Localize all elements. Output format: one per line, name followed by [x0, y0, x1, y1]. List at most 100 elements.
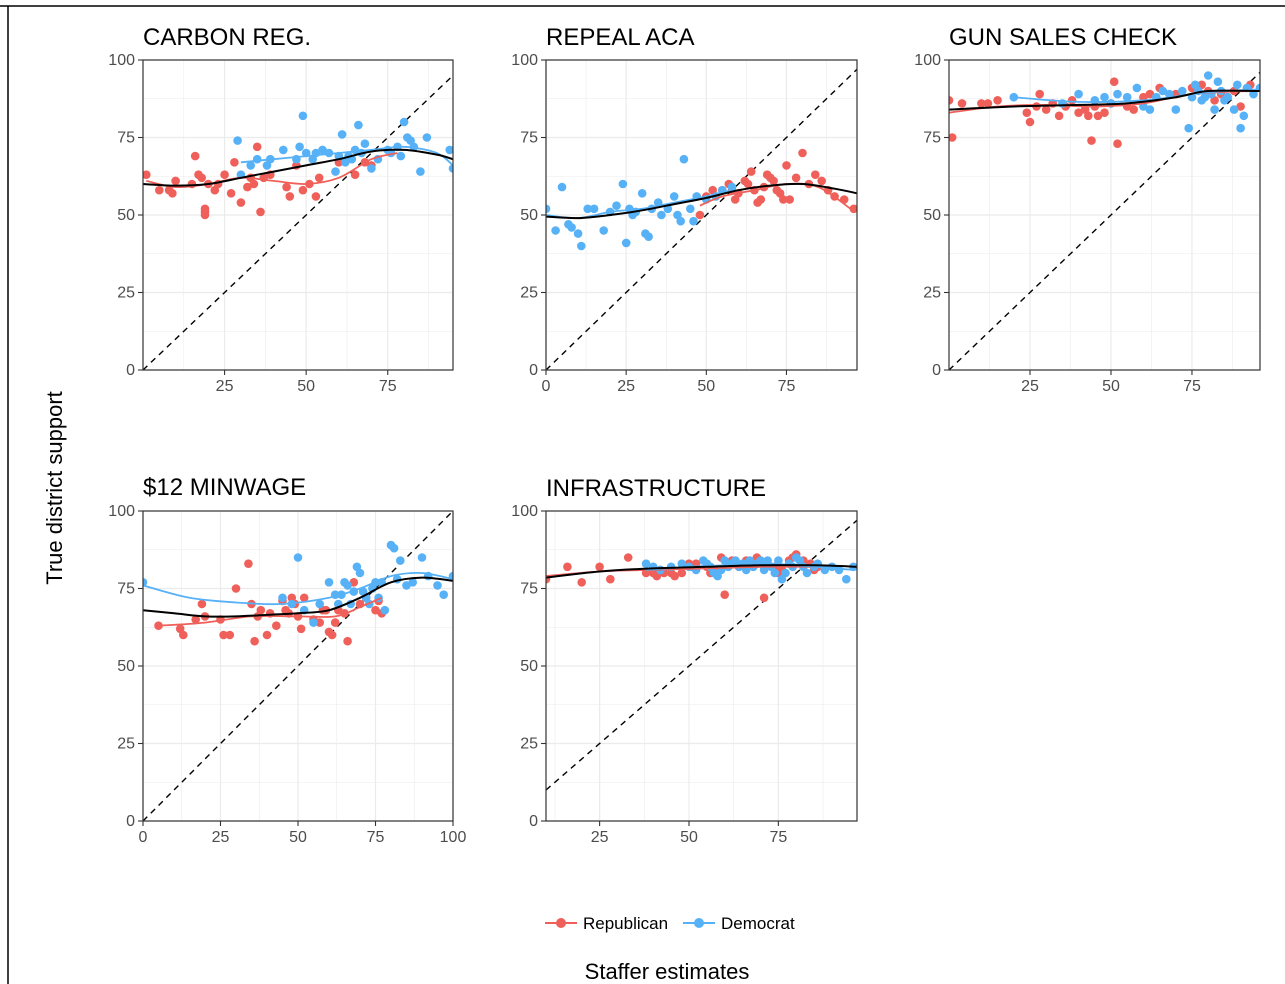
point-republican[interactable]: [1035, 89, 1044, 99]
point-republican[interactable]: [249, 179, 259, 189]
point-republican[interactable]: [236, 198, 246, 207]
point-republican[interactable]: [769, 176, 778, 186]
point-republican[interactable]: [1236, 102, 1245, 111]
point-republican[interactable]: [798, 148, 807, 158]
point-democrat[interactable]: [686, 204, 695, 214]
point-democrat[interactable]: [1132, 83, 1142, 93]
point-democrat[interactable]: [657, 210, 666, 220]
point-republican[interactable]: [285, 192, 295, 201]
point-democrat[interactable]: [295, 142, 304, 152]
point-republican[interactable]: [1067, 96, 1077, 105]
point-democrat[interactable]: [318, 145, 327, 155]
point-republican[interactable]: [200, 210, 210, 220]
point-republican[interactable]: [256, 207, 265, 217]
point-republican[interactable]: [350, 170, 360, 179]
point-democrat[interactable]: [637, 189, 647, 198]
point-republican[interactable]: [252, 142, 262, 152]
point-democrat[interactable]: [1178, 86, 1187, 96]
point-democrat[interactable]: [331, 167, 340, 176]
point-republican[interactable]: [695, 210, 705, 220]
point-democrat[interactable]: [1158, 86, 1168, 96]
point-democrat[interactable]: [1236, 123, 1245, 133]
point-democrat[interactable]: [1213, 77, 1223, 86]
point-democrat[interactable]: [774, 556, 783, 565]
point-democrat[interactable]: [1223, 92, 1232, 102]
point-republican[interactable]: [327, 630, 337, 640]
point-republican[interactable]: [782, 161, 791, 170]
point-republican[interactable]: [1145, 89, 1155, 99]
point-republican[interactable]: [296, 624, 306, 634]
point-democrat[interactable]: [599, 226, 608, 235]
point-republican[interactable]: [652, 571, 662, 581]
point-republican[interactable]: [677, 568, 687, 578]
point-democrat[interactable]: [802, 568, 812, 578]
point-republican[interactable]: [191, 615, 200, 624]
point-democrat[interactable]: [542, 204, 551, 214]
point-democrat[interactable]: [337, 130, 347, 139]
point-democrat[interactable]: [293, 553, 303, 562]
point-republican[interactable]: [595, 562, 604, 572]
point-republican[interactable]: [983, 99, 993, 108]
point-democrat[interactable]: [367, 164, 376, 173]
point-democrat[interactable]: [396, 556, 405, 565]
point-republican[interactable]: [272, 621, 281, 630]
point-democrat[interactable]: [324, 578, 334, 587]
point-republican[interactable]: [743, 179, 753, 189]
point-republican[interactable]: [948, 133, 957, 142]
point-democrat[interactable]: [278, 593, 287, 603]
point-democrat[interactable]: [408, 578, 418, 587]
point-democrat[interactable]: [380, 605, 390, 615]
point-republican[interactable]: [817, 176, 826, 186]
point-republican[interactable]: [993, 96, 1002, 105]
point-democrat[interactable]: [612, 201, 621, 210]
point-democrat[interactable]: [298, 111, 308, 121]
point-republican[interactable]: [785, 195, 794, 204]
point-democrat[interactable]: [1171, 105, 1181, 114]
point-republican[interactable]: [1100, 108, 1109, 117]
point-democrat[interactable]: [763, 556, 772, 565]
point-republican[interactable]: [243, 182, 252, 192]
point-democrat[interactable]: [279, 145, 288, 155]
point-democrat[interactable]: [756, 556, 765, 565]
point-democrat[interactable]: [567, 223, 576, 232]
point-democrat[interactable]: [233, 136, 242, 145]
point-democrat[interactable]: [1122, 92, 1132, 102]
point-republican[interactable]: [311, 192, 321, 201]
point-democrat[interactable]: [1233, 80, 1242, 90]
point-republican[interactable]: [1041, 105, 1051, 114]
point-democrat[interactable]: [573, 229, 583, 238]
point-democrat[interactable]: [842, 574, 851, 584]
point-republican[interactable]: [746, 167, 756, 176]
point-republican[interactable]: [314, 173, 324, 183]
point-democrat[interactable]: [396, 151, 406, 161]
point-democrat[interactable]: [759, 565, 769, 575]
point-republican[interactable]: [720, 590, 729, 599]
point-democrat[interactable]: [355, 568, 365, 578]
point-republican[interactable]: [226, 189, 236, 198]
legend-item-republican[interactable]: Republican: [545, 914, 668, 933]
point-republican[interactable]: [343, 636, 352, 646]
point-democrat[interactable]: [1200, 92, 1210, 102]
point-democrat[interactable]: [445, 145, 454, 155]
point-democrat[interactable]: [422, 133, 432, 142]
point-democrat[interactable]: [589, 204, 599, 214]
point-republican[interactable]: [670, 571, 679, 581]
point-democrat[interactable]: [416, 167, 425, 176]
point-democrat[interactable]: [677, 559, 687, 568]
point-republican[interactable]: [1087, 136, 1096, 145]
point-democrat[interactable]: [1239, 111, 1249, 121]
point-republican[interactable]: [179, 630, 188, 640]
point-republican[interactable]: [299, 593, 309, 603]
point-republican[interactable]: [250, 636, 259, 646]
point-democrat[interactable]: [1184, 123, 1193, 133]
point-democrat[interactable]: [399, 117, 409, 127]
point-democrat[interactable]: [309, 618, 318, 627]
point-republican[interactable]: [623, 553, 633, 562]
point-republican[interactable]: [298, 185, 308, 195]
point-republican[interactable]: [1113, 139, 1122, 148]
point-democrat[interactable]: [689, 216, 698, 226]
point-republican[interactable]: [190, 151, 200, 161]
point-republican[interactable]: [330, 618, 340, 627]
point-democrat[interactable]: [720, 556, 729, 565]
point-republican[interactable]: [811, 170, 820, 179]
